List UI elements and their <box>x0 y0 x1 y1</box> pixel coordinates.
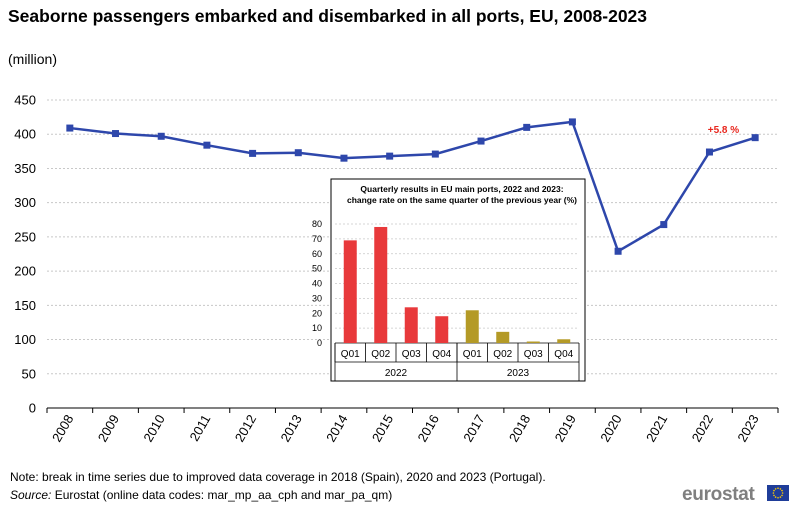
data-point <box>157 132 165 140</box>
inset-x-tick-label: Q03 <box>524 349 543 360</box>
inset-x-tick-label: Q02 <box>493 349 512 360</box>
chart-title: Seaborne passengers embarked and disemba… <box>8 6 648 26</box>
data-point <box>614 247 622 255</box>
x-tick-label: 2021 <box>643 412 670 445</box>
inset-y-tick-label: 80 <box>312 219 322 229</box>
data-point <box>523 123 531 131</box>
inset-y-tick-label: 30 <box>312 293 322 303</box>
footnote: Note: break in time series due to improv… <box>10 470 546 484</box>
x-tick-label: 2023 <box>734 412 761 445</box>
inset-x-tick-label: Q03 <box>402 349 421 360</box>
inset-group-label: 2022 <box>385 368 408 379</box>
inset-x-tick-label: Q04 <box>554 349 573 360</box>
y-tick-label: 100 <box>14 332 36 347</box>
source-text: Eurostat (online data codes: mar_mp_aa_c… <box>51 488 393 502</box>
inset-bar <box>343 240 357 343</box>
x-tick-label: 2020 <box>597 412 624 445</box>
inset-bar-chart: Quarterly results in EU main ports, 2022… <box>312 178 586 382</box>
x-tick-label: 2012 <box>232 412 259 445</box>
inset-y-tick-label: 60 <box>312 249 322 259</box>
y-tick-label: 150 <box>14 298 36 313</box>
inset-bar <box>526 341 540 343</box>
data-point <box>568 118 576 126</box>
data-point <box>66 124 74 132</box>
x-tick-label: 2013 <box>277 412 304 445</box>
data-point <box>751 134 759 142</box>
inset-y-tick-label: 0 <box>317 338 322 348</box>
change-annotation: +5.8 % <box>708 125 740 136</box>
x-tick-label: 2009 <box>95 412 122 445</box>
data-point <box>660 221 668 229</box>
inset-bar <box>435 316 449 343</box>
y-tick-label: 300 <box>14 195 36 210</box>
x-tick-label: 2022 <box>689 412 716 445</box>
chart-unit-label: (million) <box>8 51 57 67</box>
inset-bar <box>496 331 510 343</box>
inset-title: Quarterly results in EU main ports, 2022… <box>360 184 563 194</box>
x-tick-label: 2019 <box>552 412 579 445</box>
inset-x-tick-label: Q01 <box>341 349 360 360</box>
main-x-axis: 2008 2009 2010 2011 2012 2013 2014 2015 2016 2017… <box>46 408 779 445</box>
data-point <box>705 148 713 156</box>
inset-bar <box>404 307 418 343</box>
y-tick-label: 400 <box>14 127 36 142</box>
inset-x-tick-label: Q02 <box>371 349 390 360</box>
data-point <box>203 141 211 149</box>
source-line: Source: Eurostat (online data codes: mar… <box>10 488 392 502</box>
inset-y-tick-label: 40 <box>312 279 322 289</box>
eu-flag-icon <box>767 485 789 501</box>
x-tick-label: 2014 <box>323 412 350 445</box>
inset-frame <box>330 178 586 382</box>
data-point <box>112 130 120 138</box>
x-tick-label: 2008 <box>49 412 76 445</box>
y-tick-label: 350 <box>14 161 36 176</box>
inset-group-label: 2023 <box>507 368 530 379</box>
source-label: Source: <box>10 488 52 502</box>
data-point <box>386 152 394 160</box>
data-point <box>340 154 348 162</box>
x-tick-label: 2010 <box>140 412 167 445</box>
inset-bar <box>374 226 388 343</box>
x-tick-label: 2017 <box>460 412 487 445</box>
data-point <box>249 149 257 157</box>
inset-bar <box>557 339 571 343</box>
y-tick-label: 450 <box>14 93 36 108</box>
eurostat-logo: eurostat <box>682 484 755 505</box>
x-tick-label: 2015 <box>369 412 396 445</box>
data-point <box>431 150 439 158</box>
x-tick-label: 2011 <box>187 412 214 444</box>
main-series <box>66 118 759 255</box>
y-tick-label: 200 <box>14 264 36 279</box>
data-point <box>477 137 485 145</box>
y-tick-label: 0 <box>29 401 36 416</box>
inset-y-tick-label: 10 <box>312 323 322 333</box>
main-y-axis: 0 50 100 150 200 250 300 350 400 450 <box>14 93 36 416</box>
inset-x-tick-label: Q04 <box>432 349 451 360</box>
inset-y-tick-label: 70 <box>312 234 322 244</box>
x-tick-label: 2018 <box>506 412 533 445</box>
inset-y-tick-label: 20 <box>312 308 322 318</box>
inset-y-tick-label: 50 <box>312 264 322 274</box>
data-point <box>294 149 302 157</box>
y-tick-label: 250 <box>14 229 36 244</box>
inset-x-tick-label: Q01 <box>463 349 482 360</box>
main-annotations: +5.8 % <box>708 125 740 136</box>
x-tick-label: 2016 <box>414 412 441 445</box>
inset-title: change rate on the same quarter of the p… <box>347 195 577 205</box>
series-line <box>69 120 756 254</box>
inset-bar <box>465 310 479 343</box>
y-tick-label: 50 <box>22 366 36 381</box>
